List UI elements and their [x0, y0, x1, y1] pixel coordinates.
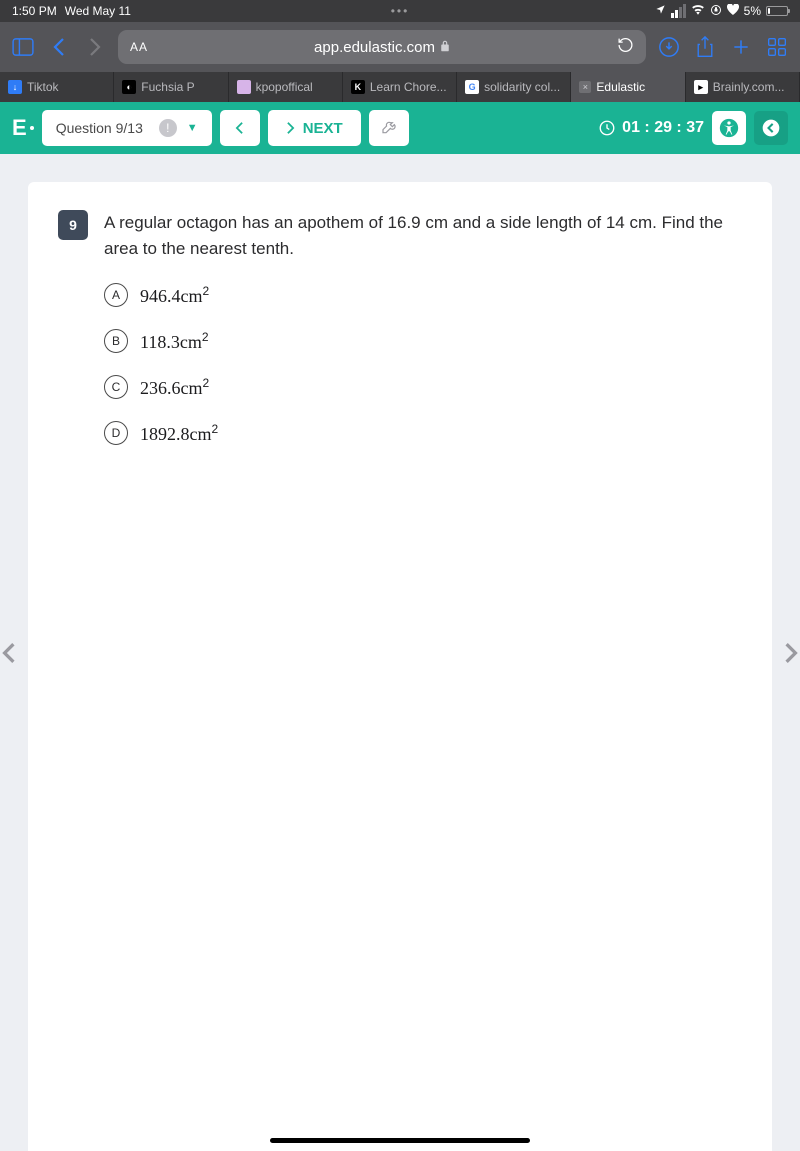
tab-label: Learn Chore... — [370, 80, 447, 94]
answer-choices: A 946.4cm2 B 118.3cm2 C 236.6cm2 D 1892.8cm2 — [104, 283, 742, 445]
close-tab-icon[interactable]: × — [579, 81, 591, 93]
tab-favicon: ↓ — [8, 80, 22, 94]
timer: 01 : 29 : 37 — [598, 119, 704, 137]
forward-icon — [82, 34, 108, 60]
reload-icon[interactable] — [617, 36, 634, 58]
next-label: NEXT — [303, 120, 343, 137]
edulastic-header: E Question 9/13 ! ▼ NEXT 01 : 29 : 37 — [0, 102, 800, 154]
choice-letter: D — [104, 421, 128, 445]
choice-value: 946.4cm2 — [140, 284, 209, 307]
choice-letter: C — [104, 375, 128, 399]
sidebar-icon[interactable] — [10, 34, 36, 60]
address-bar[interactable]: AA app.edulastic.com — [118, 30, 646, 64]
page-prev-arrow[interactable] — [0, 630, 26, 676]
question-selector[interactable]: Question 9/13 ! ▼ — [42, 110, 212, 146]
tab-label: Brainly.com... — [713, 80, 785, 94]
safari-toolbar: AA app.edulastic.com — [0, 22, 800, 72]
tab-favicon: K — [351, 80, 365, 94]
choice-letter: A — [104, 283, 128, 307]
home-indicator[interactable] — [270, 1138, 530, 1143]
tab-favicon: ◐ — [122, 80, 136, 94]
tabs-overview-icon[interactable] — [764, 34, 790, 60]
page-next-arrow[interactable] — [774, 630, 800, 676]
battery-icon — [766, 6, 788, 16]
tab-favicon — [237, 80, 251, 94]
browser-tab[interactable]: Gsolidarity col... — [457, 72, 571, 102]
chevron-down-icon: ▼ — [187, 122, 198, 134]
browser-tabs: ↓ Tiktok ◐ Fuchsia P kpopoffical K Learn Chore… — [0, 72, 800, 102]
status-time: 1:50 PM — [12, 4, 57, 18]
choice-value: 236.6cm2 — [140, 376, 209, 399]
alert-icon: ! — [159, 119, 177, 137]
tab-label: Fuchsia P — [141, 80, 194, 94]
browser-tab[interactable]: × Edulastic — [571, 72, 685, 102]
prev-question-button[interactable] — [220, 110, 260, 146]
tab-label: Tiktok — [27, 80, 59, 94]
multitasking-dots[interactable]: ••• — [391, 4, 410, 18]
back-icon[interactable] — [46, 34, 72, 60]
edulastic-logo: E — [12, 115, 34, 141]
question-sheet: 9 A regular octagon has an apothem of 16… — [28, 182, 772, 1151]
text-size-button[interactable]: AA — [130, 40, 148, 54]
wifi-icon — [691, 4, 705, 18]
browser-tab[interactable]: kpopoffical — [229, 72, 343, 102]
lock-icon — [440, 40, 450, 55]
answer-choice[interactable]: C 236.6cm2 — [104, 375, 742, 399]
answer-choice[interactable]: A 946.4cm2 — [104, 283, 742, 307]
status-date: Wed May 11 — [65, 4, 131, 18]
url-text: app.edulastic.com — [314, 39, 435, 56]
question-number-badge: 9 — [58, 210, 88, 240]
ipad-status-bar: 1:50 PM Wed May 11 ••• 5% — [0, 0, 800, 22]
tab-favicon: ▸ — [694, 80, 708, 94]
downloads-icon[interactable] — [656, 34, 682, 60]
choice-letter: B — [104, 329, 128, 353]
signal-icon — [671, 4, 686, 18]
timer-value: 01 : 29 : 37 — [622, 119, 704, 137]
battery-percent: 5% — [744, 4, 761, 18]
browser-tab[interactable]: ↓ Tiktok — [0, 72, 114, 102]
tab-favicon: G — [465, 80, 479, 94]
choice-value: 118.3cm2 — [140, 330, 209, 353]
tools-button[interactable] — [369, 110, 409, 146]
answer-choice[interactable]: B 118.3cm2 — [104, 329, 742, 353]
accessibility-button[interactable] — [712, 111, 746, 145]
page-background: 9 A regular octagon has an apothem of 16… — [0, 154, 800, 1151]
choice-value: 1892.8cm2 — [140, 422, 218, 445]
tab-label: solidarity col... — [484, 80, 560, 94]
share-icon[interactable] — [692, 34, 718, 60]
question-text: A regular octagon has an apothem of 16.9… — [104, 210, 742, 261]
heart-icon — [727, 4, 739, 18]
question-counter: Question 9/13 — [56, 120, 143, 136]
browser-tab[interactable]: ◐ Fuchsia P — [114, 72, 228, 102]
exit-button[interactable] — [754, 111, 788, 145]
browser-tab[interactable]: K Learn Chore... — [343, 72, 457, 102]
new-tab-icon[interactable] — [728, 34, 754, 60]
location-icon — [655, 4, 666, 18]
orientation-lock-icon — [710, 4, 722, 19]
tab-label: kpopoffical — [256, 80, 313, 94]
tab-label: Edulastic — [596, 80, 645, 94]
browser-tab[interactable]: ▸ Brainly.com... — [686, 72, 800, 102]
next-question-button[interactable]: NEXT — [268, 110, 361, 146]
answer-choice[interactable]: D 1892.8cm2 — [104, 421, 742, 445]
